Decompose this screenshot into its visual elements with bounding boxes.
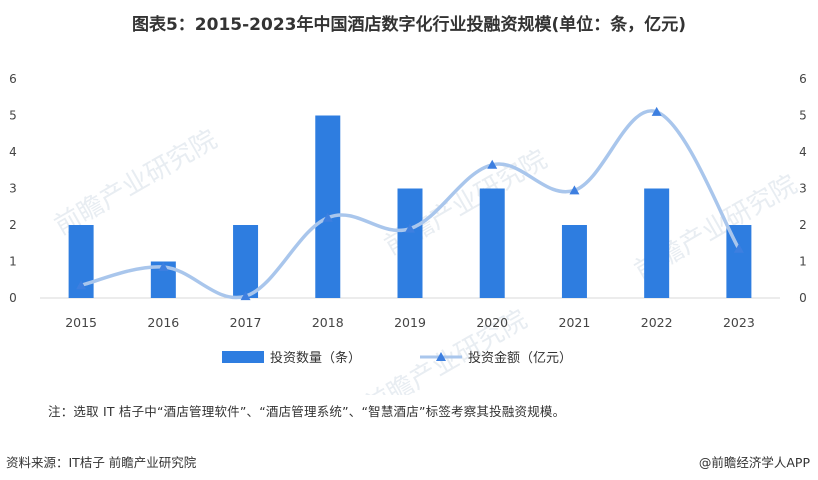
line-marker	[158, 261, 169, 271]
bar	[726, 225, 752, 298]
y-left-tick-label: 4	[9, 145, 17, 159]
y-left-tick-label: 3	[9, 182, 17, 196]
line-marker	[733, 243, 744, 253]
watermark-text: 前瞻产业研究院	[50, 125, 223, 242]
y-left-tick-label: 0	[9, 291, 17, 305]
x-tick-label: 2015	[65, 315, 97, 330]
y-left-tick-label: 6	[9, 72, 17, 86]
y-right-tick-label: 6	[799, 72, 807, 86]
line-marker	[322, 212, 333, 222]
y-right-tick-label: 0	[799, 291, 807, 305]
line-marker	[405, 223, 415, 233]
bar	[233, 225, 259, 298]
x-tick-label: 2017	[230, 315, 262, 330]
y-left-tick-label: 5	[9, 109, 17, 123]
legend-swatch-marker	[436, 352, 446, 361]
y-right-tick-label: 3	[799, 182, 807, 196]
line-marker	[487, 159, 498, 169]
x-tick-label: 2021	[559, 315, 591, 330]
line-marker	[651, 106, 662, 116]
line-marker	[76, 280, 87, 290]
y-right-tick-label: 2	[799, 218, 807, 232]
bar	[479, 188, 505, 298]
brand-text: @前瞻经济学人APP	[698, 455, 810, 470]
x-tick-label: 2020	[476, 315, 508, 330]
x-tick-label: 2022	[641, 315, 673, 330]
y-left-tick-label: 2	[9, 218, 17, 232]
bar	[397, 188, 423, 298]
legend-label-line: 投资金额（亿元）	[468, 350, 572, 366]
x-tick-label: 2023	[723, 315, 755, 330]
series-line	[79, 109, 741, 300]
chart-title: 图表5：2015-2023年中国酒店数字化行业投融资规模(单位：条，亿元)	[131, 15, 687, 35]
y-right-tick-label: 4	[799, 145, 807, 159]
legend-label-bar: 投资数量（条）	[270, 350, 361, 366]
bar	[561, 225, 587, 298]
y-right-tick-label: 1	[799, 255, 807, 269]
x-tick-label: 2016	[147, 315, 179, 330]
line-marker	[569, 185, 580, 195]
x-tick-label: 2019	[394, 315, 426, 330]
chart-note: 注：选取 IT 桔子中“酒店管理软件”、“酒店管理系统”、“智慧酒店”标签考察其…	[48, 404, 566, 419]
line-marker	[240, 291, 251, 301]
y-right-tick-label: 5	[799, 109, 807, 123]
bar	[644, 188, 670, 298]
legend-swatch-bar	[222, 351, 264, 363]
y-left-tick-label: 1	[9, 255, 17, 269]
source-text: 资料来源：IT桔子 前瞻产业研究院	[6, 455, 197, 470]
bar	[315, 115, 341, 298]
x-tick-label: 2018	[312, 315, 344, 330]
